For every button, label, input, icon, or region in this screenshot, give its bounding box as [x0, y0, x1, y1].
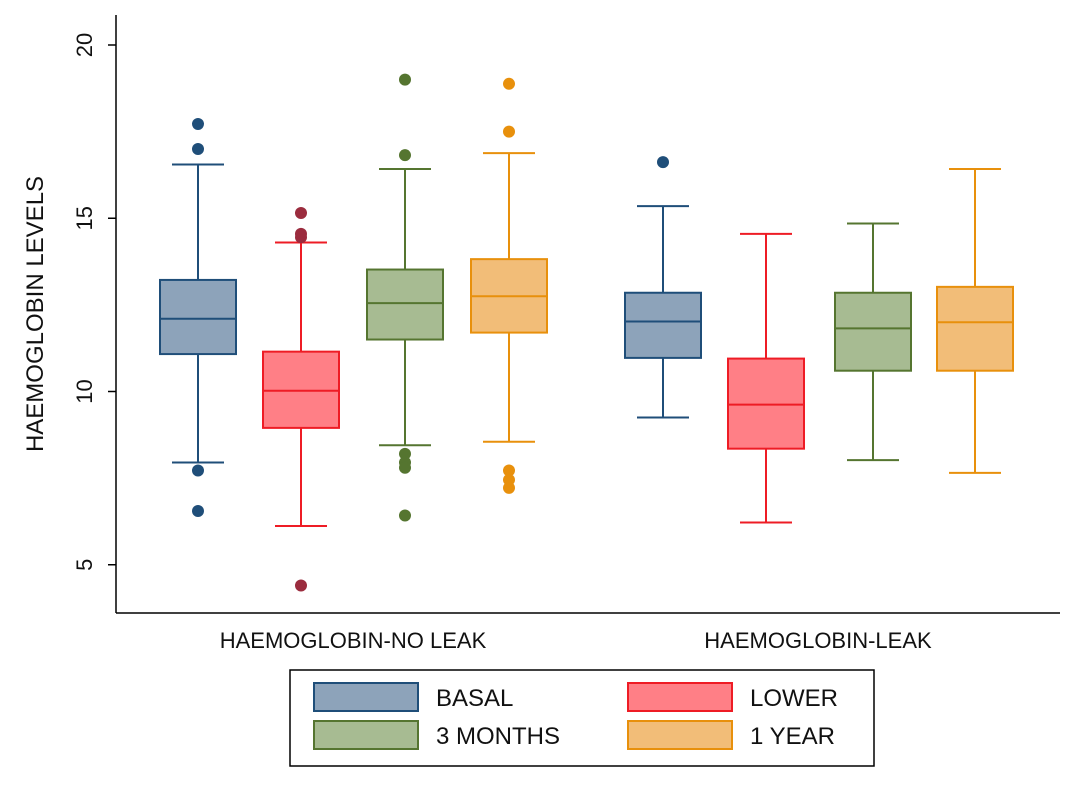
iqr-box — [834, 291, 912, 372]
legend-label: 1 YEAR — [750, 723, 835, 750]
legend-label: LOWER — [750, 685, 838, 712]
y-tick-label: 10 — [72, 379, 97, 403]
outlier-point — [503, 481, 515, 494]
legend-swatch — [313, 720, 419, 750]
iqr-box — [366, 268, 444, 341]
outlier-point — [192, 142, 204, 155]
box-basal — [624, 156, 702, 419]
outlier-point — [192, 464, 204, 477]
iqr-box — [624, 291, 702, 359]
y-axis-label: HAEMOGLOBIN LEVELS — [22, 176, 49, 452]
legend-label: 3 MONTHS — [436, 723, 560, 750]
x-group-label: HAEMOGLOBIN-NO LEAK — [220, 628, 487, 653]
box-1-year — [936, 168, 1014, 474]
iqr-box — [159, 278, 237, 356]
outlier-point — [399, 73, 411, 86]
box-1-year — [470, 77, 548, 494]
outlier-point — [192, 505, 204, 518]
plot-area — [159, 73, 1014, 592]
outlier-point — [503, 77, 515, 90]
legend-swatch — [313, 682, 419, 712]
box-lower — [727, 232, 805, 524]
outlier-point — [399, 447, 411, 460]
legend: BASAL LOWER 3 MONTHS 1 YEAR — [289, 669, 875, 767]
outlier-point — [399, 461, 411, 474]
legend-label: BASAL — [436, 685, 513, 712]
outlier-point — [295, 231, 307, 244]
y-tick-label: 5 — [72, 559, 97, 571]
box-basal — [159, 118, 237, 518]
iqr-box — [936, 285, 1014, 372]
iqr-box — [262, 350, 340, 429]
legend-swatch — [627, 720, 733, 750]
iqr-box — [727, 357, 805, 450]
box-lower — [262, 207, 340, 592]
y-tick-label: 20 — [72, 33, 97, 57]
outlier-point — [399, 509, 411, 522]
box-3-months — [834, 222, 912, 462]
outlier-point — [399, 149, 411, 162]
axes: HAEMOGLOBIN LEVELS 5 10 15 20 HAEMOGLOBIN-NO… — [22, 15, 1060, 653]
outlier-point — [295, 579, 307, 592]
outlier-point — [503, 125, 515, 138]
legend-swatch — [627, 682, 733, 712]
outlier-point — [503, 464, 515, 477]
outlier-point — [657, 156, 669, 169]
box-3-months — [366, 73, 444, 522]
outlier-point — [295, 207, 307, 220]
outlier-point — [192, 118, 204, 131]
x-group-label: HAEMOGLOBIN-LEAK — [704, 628, 932, 653]
y-tick-label: 15 — [72, 206, 97, 230]
